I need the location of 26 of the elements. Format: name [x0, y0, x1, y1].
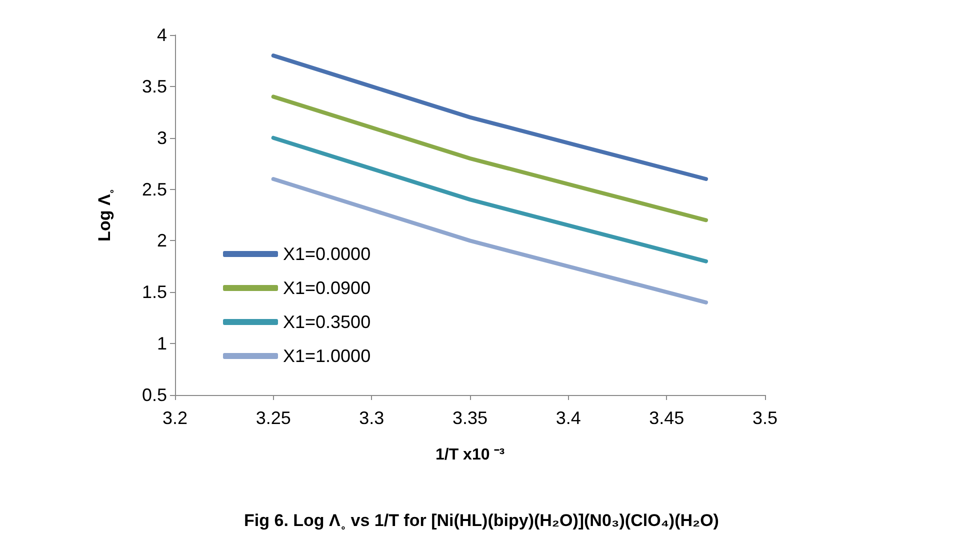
line-series [271, 136, 708, 264]
legend-label: X1=0.0900 [283, 278, 371, 298]
legend-label: X1=0.3500 [283, 312, 371, 332]
line-series [271, 94, 708, 222]
x-tick-label: 3.35 [452, 408, 488, 428]
legend-label: X1=0.0000 [283, 244, 371, 264]
y-tick-label: 2 [156, 230, 167, 251]
text: Fig 6. Log Λ˳ vs 1/T for [Ni(HL)(bipy)(H₂O)](N0₃)(ClO₄)(H₂O) [244, 511, 719, 530]
x-tick-label: 3.3 [359, 408, 384, 428]
y-tick-label: 1 [156, 334, 167, 354]
y-tick-label: 0.5 [142, 385, 167, 405]
legend-label: X1=1.0000 [283, 346, 371, 366]
x-tick-label: 3.2 [162, 408, 188, 428]
y-tick-label: 3.5 [142, 76, 167, 96]
y-axis-title: Log Λ˳ [95, 188, 114, 242]
y-tick-label: 2.5 [142, 179, 167, 200]
x-tick-label: 3.5 [752, 408, 778, 428]
line-series [271, 54, 708, 181]
line-series [271, 177, 708, 304]
y-tick-label: 1.5 [142, 282, 167, 302]
x-axis-title: 1/T x10 ⁻³ [435, 446, 505, 464]
y-tick-label: 4 [156, 25, 167, 45]
x-tick-label: 3.25 [256, 408, 291, 428]
x-tick-label: 3.45 [649, 408, 684, 428]
y-tick-label: 3 [156, 128, 167, 148]
x-tick-label: 3.4 [556, 408, 581, 428]
